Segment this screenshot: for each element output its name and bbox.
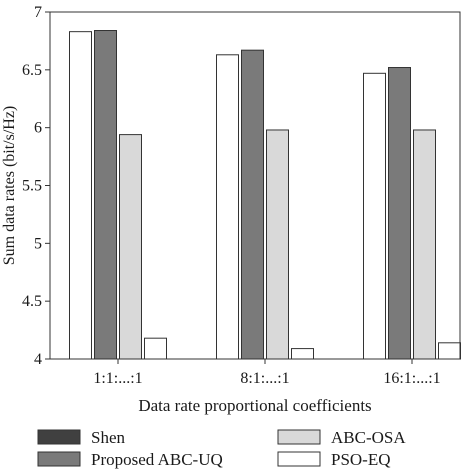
plot-frame bbox=[49, 11, 461, 360]
y-tick-label: 4 bbox=[34, 351, 42, 368]
x-axis-label: Data rate proportional coefficients bbox=[138, 396, 371, 415]
x-tick-label: 8:1:...:1 bbox=[240, 370, 289, 387]
legend-label: ABC-OSA bbox=[331, 428, 406, 447]
legend-swatch bbox=[277, 429, 321, 445]
bar-proposed-abc-uq-2 bbox=[241, 49, 264, 360]
y-tick-label: 4.5 bbox=[22, 293, 42, 310]
legend-label: PSO-EQ bbox=[331, 450, 391, 469]
y-tick-label: 5 bbox=[34, 235, 42, 252]
bar-abc-osa-1 bbox=[119, 134, 142, 360]
bar-proposed-abc-uq-3 bbox=[388, 67, 411, 360]
bar-pso-eq-3 bbox=[438, 342, 461, 360]
bars bbox=[69, 30, 461, 360]
bar-abc-osa-3 bbox=[413, 129, 436, 360]
x-tick-label: 16:1:...:1 bbox=[383, 370, 440, 387]
x-tick-label: 1:1:...:1 bbox=[93, 370, 142, 387]
legend-swatch bbox=[37, 451, 81, 467]
bar-pso-eq-1 bbox=[144, 337, 167, 360]
legend: Shen Proposed ABC-UQ ABC-OSA PSO-EQ bbox=[37, 428, 406, 469]
y-tick-label: 6.5 bbox=[22, 62, 42, 79]
legend-label: Proposed ABC-UQ bbox=[91, 450, 223, 469]
y-tick-label: 7 bbox=[34, 4, 42, 21]
y-tick-label: 6 bbox=[34, 120, 42, 137]
legend-swatch bbox=[277, 451, 321, 467]
y-axis-label: Sum data rates (bit/s/Hz) bbox=[1, 106, 18, 266]
bar-shen-2 bbox=[216, 54, 239, 360]
y-axis-ticks: 4 4.5 5 5.5 6 6.5 7 bbox=[22, 4, 50, 368]
x-axis-ticks: 1:1:...:1 8:1:...:1 16:1:...:1 bbox=[93, 359, 441, 387]
bar-abc-osa-2 bbox=[266, 129, 289, 360]
bar-pso-eq-2 bbox=[291, 348, 314, 360]
bar-proposed-abc-uq-1 bbox=[94, 30, 117, 360]
legend-label: Shen bbox=[91, 428, 126, 447]
y-tick-label: 5.5 bbox=[22, 178, 42, 195]
legend-swatch bbox=[37, 429, 81, 445]
bar-shen-3 bbox=[363, 72, 386, 360]
bar-shen-1 bbox=[69, 31, 92, 360]
